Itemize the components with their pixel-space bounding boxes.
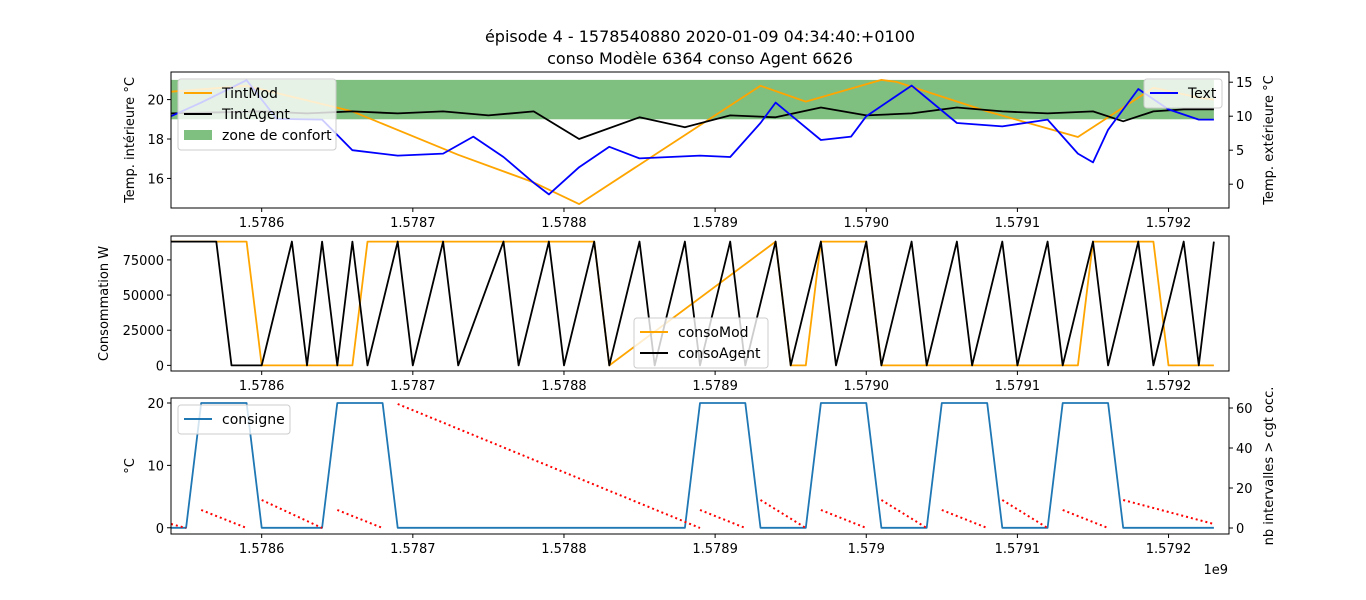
x-tick-label: 1.5791	[995, 542, 1041, 557]
legend-consumption: consoMod consoAgent	[633, 317, 769, 369]
counter-segment	[1062, 509, 1109, 529]
counter-segment	[880, 499, 928, 529]
series-counter-line	[171, 403, 1215, 529]
axes-frame	[170, 71, 1230, 209]
x-tick-label: 1.5790	[844, 379, 890, 394]
y2-tick-label: 20	[1236, 482, 1253, 497]
y2-tick-label: 0	[1236, 178, 1244, 193]
x-tick-label: 1.5788	[541, 542, 587, 557]
x-tick-label: 1.579	[848, 542, 885, 557]
x-tick-label: 1.5788	[541, 216, 587, 231]
y2-axis-label: nb intervalles > cgt occ.	[1262, 387, 1277, 546]
legend-swatch	[184, 130, 212, 140]
x-tick-label: 1.5786	[239, 542, 285, 557]
x-tick-label: 1.5791	[995, 216, 1041, 231]
x-tick-label: 1.5791	[995, 379, 1041, 394]
panel-temperature: 1.5786 1.5787 1.5788 1.5789 1.5790 1.5791 1.57…	[123, 71, 1277, 231]
counter-segment	[1122, 499, 1215, 525]
axes-frame	[170, 235, 1230, 372]
legend-label: Text	[1187, 86, 1217, 102]
legend-label: TintAgent	[221, 107, 290, 123]
x-tick-label: 1.5787	[390, 379, 436, 394]
counter-segment	[397, 403, 701, 529]
legend-label: consigne	[222, 412, 285, 428]
y2-tick-label: 0	[1236, 522, 1244, 537]
panel-setpoint: 1.5786 1.5787 1.5788 1.5789 1.579 1.5791 1.579…	[123, 387, 1277, 557]
series-consomod-line	[171, 240, 1214, 367]
panel-consumption: 1.5786 1.5787 1.5788 1.5789 1.5790 1.5791 1.57…	[97, 235, 1230, 394]
y-tick-label: 20	[147, 94, 164, 109]
series-text-line	[171, 79, 1214, 196]
counter-segment	[759, 499, 807, 529]
y-tick-label: 25000	[123, 324, 164, 339]
y-tick-label: 0	[156, 359, 164, 374]
x-tick-label: 1.5790	[844, 216, 890, 231]
counter-segment	[820, 509, 867, 529]
legend-label: consoMod	[678, 325, 749, 341]
counter-segment	[941, 509, 988, 529]
y-axis-label: °C	[123, 458, 138, 474]
y-tick-label: 20	[147, 397, 164, 412]
legend-box	[633, 317, 769, 369]
y2-tick-label: 40	[1236, 442, 1253, 457]
x-tick-label: 1.5787	[390, 216, 436, 231]
y-tick-label: 18	[147, 133, 164, 148]
counter-segment	[336, 509, 383, 529]
series-tintmod-line	[171, 79, 1215, 206]
series-consigne-line	[171, 402, 1214, 529]
x-tick-label: 1.5792	[1146, 542, 1192, 557]
axes-frame	[170, 397, 1230, 535]
x-tick-label: 1.5788	[541, 379, 587, 394]
counter-segment	[261, 499, 323, 529]
x-tick-label: 1.5786	[239, 216, 285, 231]
legend-label: consoAgent	[678, 346, 761, 362]
y-tick-label: 10	[147, 459, 164, 474]
y-tick-label: 16	[147, 172, 164, 187]
figure-title-line2: conso Modèle 6364 conso Agent 6626	[547, 49, 853, 68]
figure-title-line1: épisode 4 - 1578540880 2020-01-09 04:34:…	[485, 27, 915, 46]
y2-tick-label: 60	[1236, 402, 1253, 417]
y-axis-label: Temp. intérieure °C	[123, 77, 138, 204]
counter-segment	[1001, 499, 1049, 529]
counter-segment	[200, 509, 247, 529]
x-tick-label: 1.5792	[1146, 216, 1192, 231]
legend-label: TintMod	[221, 86, 278, 102]
legend-indoor: TintMod TintAgent zone de confort	[177, 78, 337, 151]
legend-box	[177, 78, 337, 151]
x-tick-label: 1.5786	[239, 379, 285, 394]
x-tick-label: 1.5789	[692, 379, 738, 394]
y2-axis-label: Temp. extérieure °C	[1262, 75, 1277, 205]
y-axis-label: Consommation W	[97, 246, 112, 361]
x-tick-label: 1.5787	[390, 542, 436, 557]
y-tick-label: 0	[156, 522, 164, 537]
x-offset-label: 1e9	[1203, 563, 1228, 578]
y-tick-label: 50000	[123, 289, 164, 304]
y-tick-label: 75000	[123, 254, 164, 269]
legend-box	[177, 404, 291, 435]
y2-tick-label: 10	[1236, 110, 1253, 125]
series-tintagent-line	[171, 106, 1214, 140]
legend-label: zone de confort	[222, 128, 332, 144]
y2-tick-label: 5	[1236, 144, 1244, 159]
x-tick-label: 1.5792	[1146, 379, 1192, 394]
y2-tick-label: 15	[1236, 76, 1253, 91]
legend-setpoint: consigne	[177, 404, 291, 435]
legend-outdoor: Text	[1143, 78, 1223, 109]
x-tick-label: 1.5789	[692, 542, 738, 557]
counter-segment	[699, 509, 746, 529]
x-tick-label: 1.5789	[692, 216, 738, 231]
legend-box	[1143, 78, 1223, 109]
